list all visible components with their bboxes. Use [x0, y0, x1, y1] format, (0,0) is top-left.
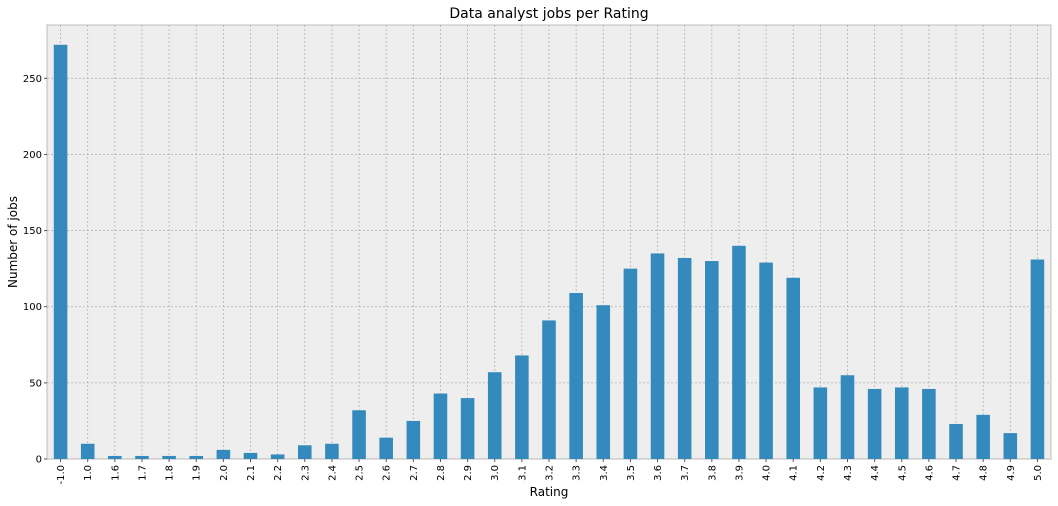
x-tick-label: 3.6 — [653, 465, 664, 481]
y-tick-label: 250 — [23, 74, 42, 85]
x-tick-label: 4.4 — [870, 465, 881, 481]
x-tick-label: 4.0 — [762, 465, 773, 481]
bar-1.6 — [108, 455, 122, 459]
x-tick-label: 4.9 — [1006, 465, 1017, 481]
bar-2.3 — [298, 445, 312, 459]
x-tick-label: 2.9 — [463, 465, 474, 481]
bar-4.7 — [949, 423, 963, 459]
bar-2.5 — [352, 410, 366, 459]
x-tick-label: 4.8 — [979, 465, 990, 481]
x-tick-label: 4.3 — [843, 465, 854, 481]
bar-4.6 — [922, 388, 936, 459]
x-axis-ticks: -1.0 1.0 1.6 1.7 1.8 1.9 2.0 2.1 2.2 2.3 2.4 2.5 2.6… — [56, 459, 1044, 485]
x-tick-label: 2.3 — [300, 465, 311, 481]
y-tick-label: 50 — [29, 378, 42, 389]
x-axis-label: Rating — [530, 485, 569, 499]
x-tick-label: 2.6 — [382, 465, 393, 481]
bar-3.3 — [569, 293, 583, 459]
bar-3.0 — [487, 372, 502, 459]
x-tick-label: 2.2 — [273, 465, 284, 481]
bar-1.9 — [189, 455, 204, 459]
bar-3.7 — [677, 257, 692, 459]
y-tick-label: 150 — [23, 226, 42, 237]
x-tick-label: 4.6 — [924, 465, 935, 481]
x-tick-label: 3.8 — [707, 465, 718, 481]
bar-3.2 — [542, 320, 556, 459]
x-tick-label: 1.7 — [137, 465, 148, 481]
x-tick-label: 3.4 — [599, 465, 610, 481]
y-tick-label: 0 — [36, 455, 42, 466]
bar-3.4 — [596, 305, 611, 459]
x-tick-label: -1.0 — [56, 465, 67, 485]
x-tick-label: 4.1 — [789, 465, 800, 481]
bar-1.0 — [80, 443, 95, 459]
bar-4.3 — [840, 375, 855, 459]
x-tick-label: 1.9 — [192, 465, 203, 481]
x-tick-label: 2.5 — [355, 465, 366, 481]
bar-3.5 — [623, 268, 638, 459]
x-tick-label: 4.5 — [897, 465, 908, 481]
y-tick-label: 100 — [23, 302, 42, 313]
bar-5.0 — [1030, 259, 1045, 459]
x-tick-label: 4.7 — [952, 465, 963, 481]
bar-2.6 — [379, 437, 393, 459]
x-tick-label: 2.8 — [436, 465, 447, 481]
y-axis-ticks: 0 50 100 150 200 250 — [23, 74, 47, 466]
x-tick-label: 1.0 — [83, 465, 94, 481]
x-tick-label: 3.3 — [572, 465, 583, 481]
bar-2.1 — [243, 452, 258, 459]
y-axis-label: Number of jobs — [6, 196, 20, 288]
bar-3.1 — [515, 355, 529, 459]
bar-2.0 — [216, 449, 231, 459]
bars — [53, 44, 1045, 460]
bar-3.8 — [705, 261, 719, 459]
bar-4.1 — [786, 277, 800, 459]
bar-2.4 — [325, 443, 339, 459]
chart-title: Data analyst jobs per Rating — [449, 6, 648, 22]
x-tick-label: 1.6 — [110, 465, 121, 481]
bar-4.9 — [1003, 433, 1018, 459]
bar-3.9 — [732, 245, 746, 459]
bar-4.0 — [759, 262, 773, 459]
bar-4.4 — [867, 388, 882, 459]
x-tick-label: 2.4 — [327, 465, 338, 481]
x-tick-label: 3.9 — [734, 465, 745, 481]
x-tick-label: 3.2 — [545, 465, 556, 481]
x-tick-label: 5.0 — [1033, 465, 1044, 481]
bar-2.8 — [433, 393, 448, 459]
x-tick-label: 2.1 — [246, 465, 257, 481]
bar-1.7 — [135, 455, 149, 459]
x-tick-label: 3.1 — [517, 465, 528, 481]
x-tick-label: 1.8 — [165, 465, 176, 481]
bar-3.6 — [650, 253, 665, 459]
x-tick-label: 2.0 — [219, 465, 230, 481]
x-tick-label: 4.2 — [816, 465, 827, 481]
x-tick-label: 2.7 — [409, 465, 420, 481]
bar-4.2 — [813, 387, 828, 459]
x-tick-label: 3.7 — [680, 465, 691, 481]
bar-1.8 — [162, 455, 176, 459]
y-tick-label: 200 — [23, 150, 42, 161]
bar-4.5 — [894, 387, 909, 459]
bar-2.2 — [270, 454, 285, 459]
x-tick-label: 3.5 — [626, 465, 637, 481]
bar-2.9 — [460, 398, 475, 459]
bar-4.8 — [976, 414, 990, 459]
bar-2.7 — [406, 420, 421, 459]
x-tick-label: 3.0 — [490, 465, 501, 481]
bar--1.0 — [53, 44, 68, 460]
